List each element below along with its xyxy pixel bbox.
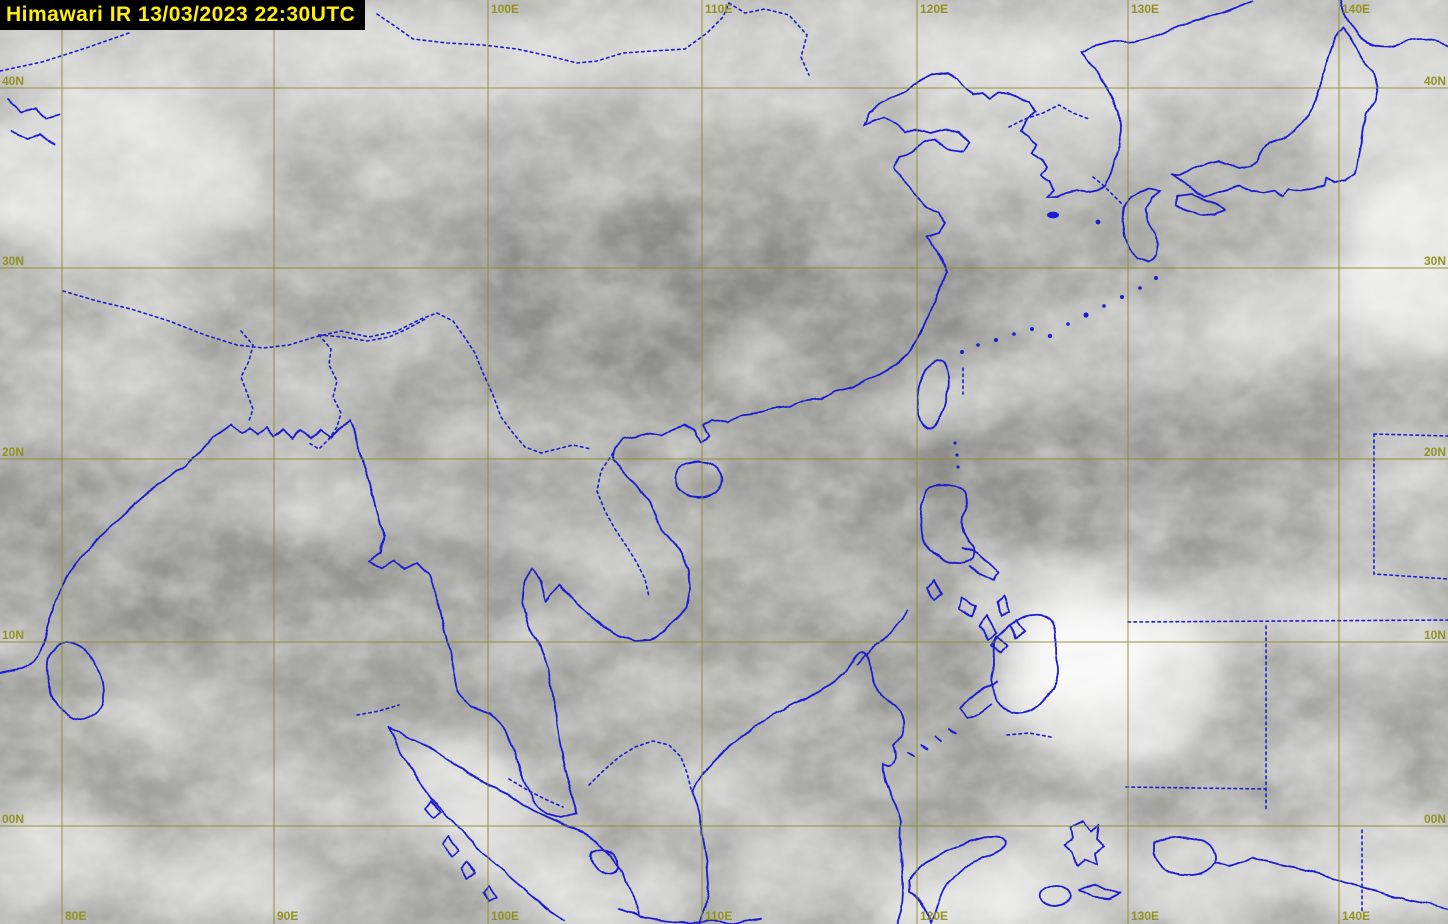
coast-myanmar (348, 420, 458, 692)
border-amur (728, 2, 810, 76)
border-palau-south (1125, 786, 1267, 790)
grid-label-right-10N: 10N (1424, 628, 1446, 642)
product-title: Himawari IR 13/03/2023 22:30UTC (6, 3, 356, 26)
grid-label-top-100E: 100E (491, 2, 519, 16)
coast-bangka (590, 849, 619, 876)
border-sumatra-borneo (588, 740, 692, 790)
coast-taiwan (916, 359, 950, 430)
coast-russia-primorye (1080, 0, 1254, 54)
grid-label-left-00N: 00N (2, 812, 24, 826)
grid-label-bottom-130E: 130E (1131, 909, 1159, 923)
coast-india (0, 423, 233, 674)
coast-borneo-north (690, 650, 906, 924)
coast-halmahera (1064, 820, 1106, 868)
grid-label-bottom-140E: 140E (1342, 909, 1370, 923)
grid-label-right-30N: 30N (1424, 254, 1446, 268)
border-bangladesh-east (308, 334, 342, 451)
small-islands-layer (953, 211, 1158, 469)
coast-malay-west (456, 690, 578, 818)
rivers-top-left (7, 99, 60, 144)
coast-java (618, 908, 762, 924)
coast-luzon-southeast (962, 546, 1000, 582)
grid-label-top-140E: 140E (1342, 2, 1370, 16)
border-mindanao-west (1006, 732, 1052, 738)
border-bangladesh-west (240, 330, 254, 422)
grid-label-top-120E: 120E (920, 2, 948, 16)
coast-honshu-west (1170, 27, 1344, 176)
grid-label-right-20N: 20N (1424, 445, 1446, 459)
coast-shikoku (1176, 193, 1226, 217)
title-bar: Himawari IR 13/03/2023 22:30UTC (0, 0, 366, 30)
border-india-myanmar (318, 318, 426, 342)
coast-sulu-chain (906, 728, 956, 758)
border-malacca-strait (508, 778, 564, 808)
border-korea-strait (1092, 176, 1124, 206)
grid-label-bottom-100E: 100E (491, 909, 519, 923)
coast-hainan (674, 460, 723, 499)
border-mongolia (376, 2, 730, 64)
grid-label-bottom-90E: 90E (277, 909, 298, 923)
coast-sumatra-islands (424, 799, 498, 903)
coast-seram-buru (1039, 884, 1122, 907)
coast-new-guinea (1214, 856, 1448, 910)
grid-label-top-130E: 130E (1131, 2, 1159, 16)
coast-zamboanga (960, 680, 998, 718)
grid-label-left-30N: 30N (2, 254, 24, 268)
grid-label-left-20N: 20N (2, 445, 24, 459)
coast-sulawesi (908, 834, 1007, 924)
coast-sumatra-west (388, 726, 566, 922)
coast-korea (1020, 52, 1122, 198)
coast-kyushu (1121, 187, 1161, 263)
border-north-korea (1008, 104, 1090, 128)
coast-borneo-west (690, 789, 710, 924)
border-box-right-edge (1373, 433, 1448, 580)
coast-sumatra-east (388, 726, 640, 916)
grid-label-left-10N: 10N (2, 628, 24, 642)
coast-srilanka (46, 642, 105, 721)
coast-vietnam (612, 436, 692, 641)
grid-label-right-00N: 00N (1424, 812, 1446, 826)
border-yunnan (436, 312, 592, 454)
coast-visayas (927, 579, 1025, 655)
border-palau-north (1127, 619, 1448, 623)
coast-mindanao (990, 613, 1059, 715)
grid-label-right-40N: 40N (1424, 74, 1446, 88)
border-malacca-north (356, 704, 400, 716)
coast-luzon (919, 484, 975, 565)
border-top-left (0, 32, 130, 72)
coast-honshu-east (1170, 27, 1379, 198)
grid-label-left-40N: 40N (2, 74, 24, 88)
coast-ganges-delta (231, 420, 350, 440)
border-laos-vietnam (596, 452, 650, 598)
border-himalaya (62, 290, 438, 349)
grid-label-bottom-80E: 80E (65, 909, 86, 923)
grid-label-bottom-120E: 120E (920, 909, 948, 923)
coast-gulf-thailand (522, 568, 652, 814)
grid-label-top-110E: 110E (705, 2, 732, 16)
coast-hokkaido (1340, 0, 1448, 48)
grid-label-bottom-110E: 110E (705, 909, 732, 923)
